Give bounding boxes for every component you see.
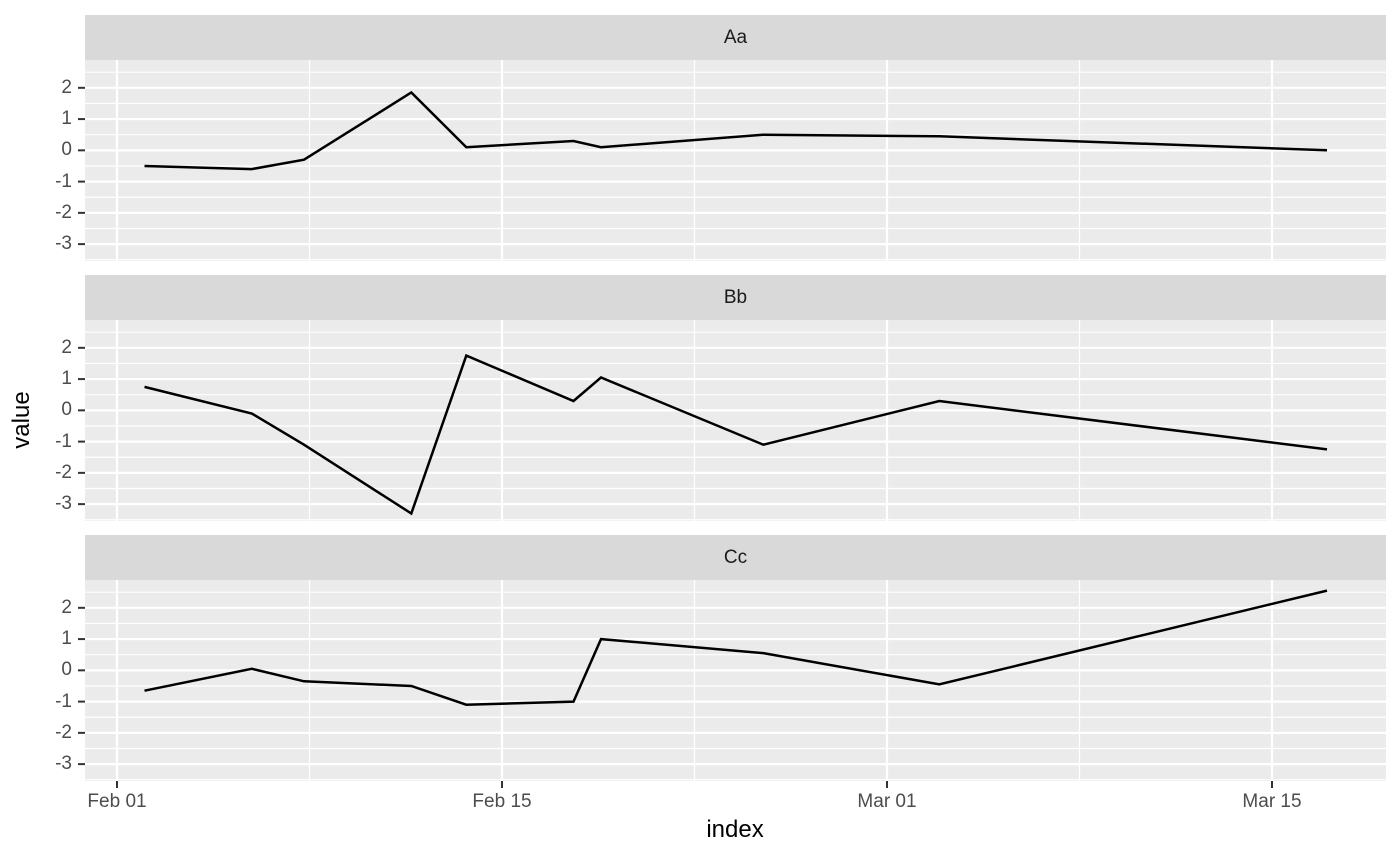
y-axis-tick-label: 1 xyxy=(61,368,72,390)
panel-background xyxy=(85,580,1386,781)
x-axis-tick-label: Feb 01 xyxy=(87,791,147,812)
x-axis-tick-label: Mar 15 xyxy=(1242,791,1302,812)
facet-strip xyxy=(85,15,1386,60)
facet-strip-label: Aa xyxy=(723,26,748,48)
x-axis-title: index xyxy=(706,816,764,843)
y-axis-tick-label: 0 xyxy=(61,399,72,421)
y-axis-tick-label: 2 xyxy=(61,596,72,618)
y-axis-tick-label: -1 xyxy=(55,170,72,192)
facet-strip-label: Cc xyxy=(723,546,748,568)
panel-background xyxy=(85,320,1386,521)
series-line xyxy=(144,353,1328,516)
y-axis-tick-label: 2 xyxy=(61,76,72,98)
y-axis-tick-label: -3 xyxy=(55,233,72,255)
series-line xyxy=(144,589,1328,706)
y-axis-tick-label: -1 xyxy=(55,430,72,452)
y-axis-tick-label: 1 xyxy=(61,628,72,650)
series-line xyxy=(144,90,1328,171)
panel-background xyxy=(85,60,1386,261)
y-axis-tick-label: 2 xyxy=(61,336,72,358)
y-axis-tick-label: 1 xyxy=(61,108,72,130)
x-axis-tick-label: Feb 15 xyxy=(472,791,532,812)
y-axis-tick-label: -1 xyxy=(55,690,72,712)
facet-strip-label: Bb xyxy=(723,286,748,308)
y-axis-tick-label: -3 xyxy=(55,753,72,775)
facet-strip xyxy=(85,535,1386,580)
y-axis-tick-label: -2 xyxy=(55,721,72,743)
y-axis-tick-label: -2 xyxy=(55,461,72,483)
facet-strip xyxy=(85,275,1386,320)
y-axis-title: value xyxy=(8,391,35,449)
x-axis-tick-label: Mar 01 xyxy=(857,791,917,812)
y-axis-tick-label: -3 xyxy=(55,493,72,515)
y-axis-tick-label: -2 xyxy=(55,201,72,223)
y-axis-tick-label: 0 xyxy=(61,659,72,681)
y-axis-tick-label: 0 xyxy=(61,139,72,161)
